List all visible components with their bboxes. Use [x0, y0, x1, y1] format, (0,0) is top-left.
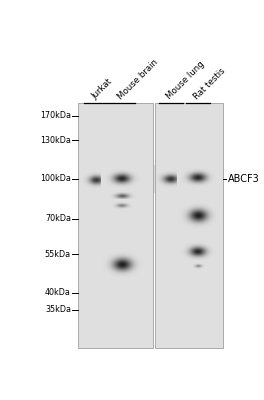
- Text: 130kDa: 130kDa: [40, 136, 71, 145]
- Text: 170kDa: 170kDa: [40, 111, 71, 120]
- Text: 100kDa: 100kDa: [40, 174, 71, 183]
- Text: Rat testis: Rat testis: [192, 66, 227, 101]
- Text: 40kDa: 40kDa: [45, 288, 71, 297]
- Bar: [155, 104, 223, 348]
- Bar: [78, 104, 153, 348]
- Text: Jurkat: Jurkat: [90, 77, 114, 101]
- Bar: [78, 104, 153, 348]
- Text: 55kDa: 55kDa: [45, 250, 71, 259]
- Text: 70kDa: 70kDa: [45, 214, 71, 224]
- Text: Mouse brain: Mouse brain: [116, 57, 160, 101]
- Text: 35kDa: 35kDa: [45, 305, 71, 314]
- Text: Mouse lung: Mouse lung: [164, 60, 206, 101]
- Bar: [155, 104, 223, 348]
- Text: ABCF3: ABCF3: [228, 174, 259, 184]
